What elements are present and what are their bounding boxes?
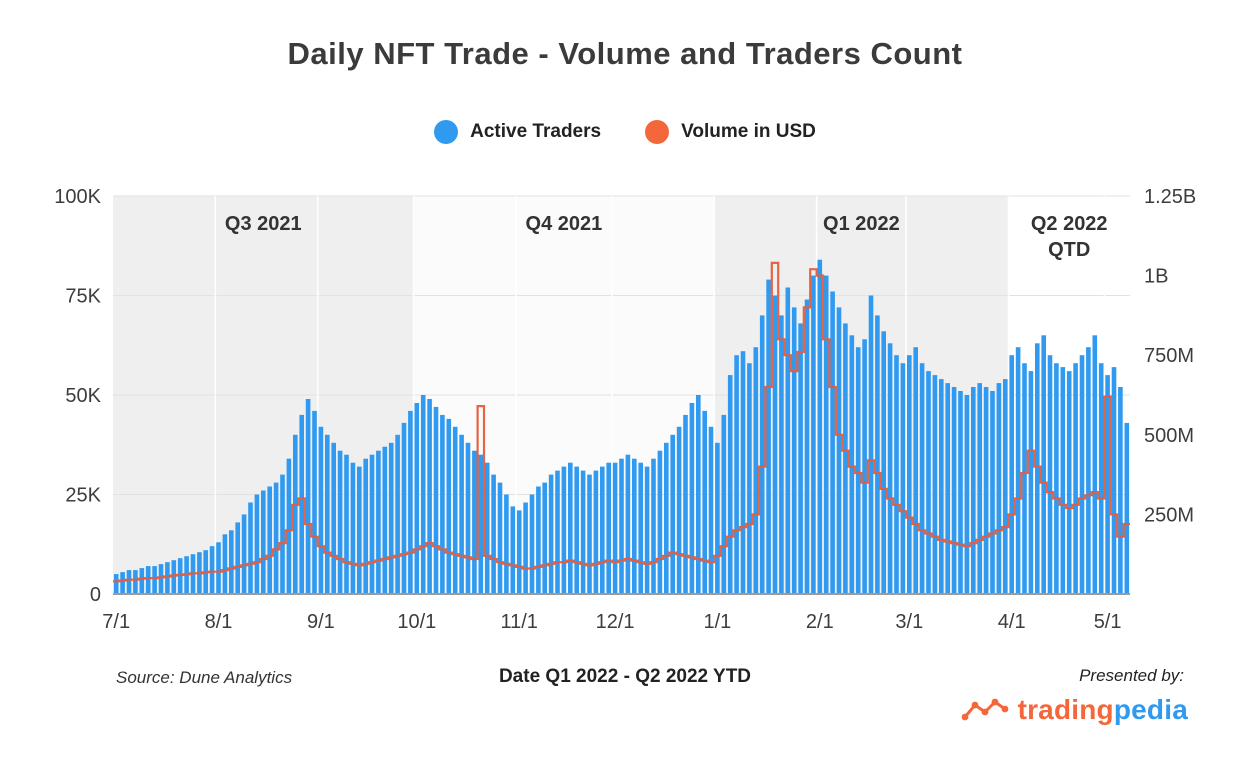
svg-text:4/1: 4/1 [998,611,1026,633]
svg-text:12/1: 12/1 [596,611,635,633]
svg-text:10/1: 10/1 [397,611,436,633]
legend-item-active-traders: Active Traders [434,120,601,144]
logo-text-pedia: pedia [1113,694,1188,725]
tradingpedia-logo: tradingpedia [961,694,1188,726]
svg-text:Q4 2021: Q4 2021 [526,213,603,235]
svg-text:500M: 500M [1144,425,1194,447]
svg-text:250M: 250M [1144,504,1194,526]
svg-text:Q3 2021: Q3 2021 [225,213,302,235]
legend-label: Active Traders [470,121,602,142]
volume-dot-icon [645,120,670,144]
svg-text:QTD: QTD [1048,239,1090,261]
sparkline-logo-icon [961,698,1008,721]
svg-text:11/1: 11/1 [500,611,537,633]
svg-text:0: 0 [90,584,101,606]
svg-text:8/1: 8/1 [205,611,233,633]
svg-text:750M: 750M [1144,345,1194,367]
page-title: Daily NFT Trade - Volume and Traders Cou… [287,36,963,71]
svg-text:7/1: 7/1 [102,611,130,633]
svg-text:25K: 25K [65,485,101,507]
source-note: Source: Dune Analytics [116,668,293,687]
logo-text-trading: trading [1017,694,1114,725]
svg-text:2/1: 2/1 [806,611,834,633]
svg-text:Q1 2022: Q1 2022 [823,213,900,235]
svg-text:1B: 1B [1144,266,1168,288]
svg-text:Q2 2022: Q2 2022 [1031,213,1108,235]
svg-text:9/1: 9/1 [307,611,335,633]
svg-text:75K: 75K [65,286,101,308]
legend-label: Volume in USD [681,121,816,142]
chart-legend: Active Traders Volume in USD [0,120,1250,144]
active-traders-dot-icon [434,120,459,144]
svg-text:1.25B: 1.25B [1144,186,1196,208]
svg-text:50K: 50K [65,385,101,407]
svg-text:5/1: 5/1 [1094,611,1122,633]
nft-combo-chart: 100K 75K 50K 25K 0 1.25B 1B 750M 500M 250M 7/1 8/1 9… [54,186,1196,633]
legend-item-volume: Volume in USD [645,120,816,144]
svg-text:100K: 100K [54,186,101,208]
x-axis-caption: Date Q1 2022 - Q2 2022 YTD [498,666,752,687]
svg-text:1/1: 1/1 [703,611,731,633]
svg-text:3/1: 3/1 [895,611,923,633]
presented-by-label: Presented by: [1079,666,1184,685]
